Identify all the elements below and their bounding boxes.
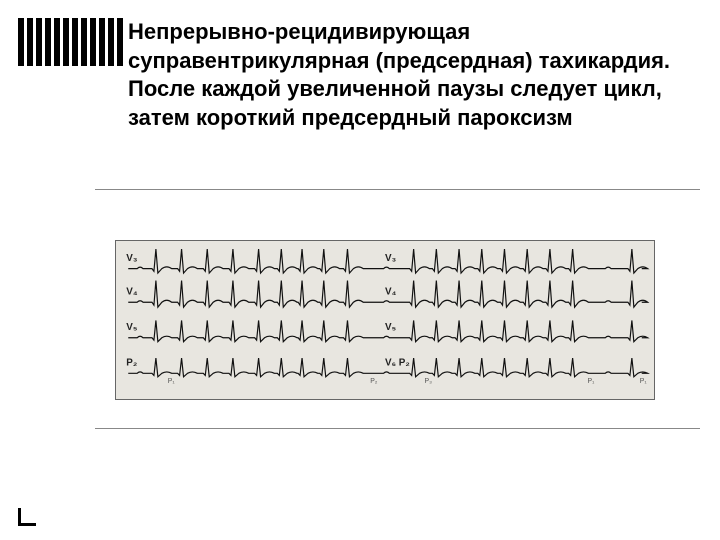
svg-text:V₄: V₄ [385,286,397,297]
svg-text:V₄: V₄ [126,286,138,297]
svg-text:V₅: V₅ [385,322,396,333]
svg-text:P₃: P₃ [425,378,433,385]
svg-text:V₅: V₅ [126,322,137,333]
svg-text:P₂: P₂ [370,378,378,385]
ecg-svg: V₃ V₃ V₄ V₄ V₅ V₅ P₂ V₆ P₂ P₁ P₂ P₃ P₁ P₁ [116,241,654,399]
barcode-decoration [18,18,123,66]
svg-text:V₃: V₃ [126,253,137,264]
corner-mark [18,508,36,526]
svg-text:P₁: P₁ [640,378,648,385]
svg-text:V₆ P₂: V₆ P₂ [385,357,410,368]
svg-text:P₂: P₂ [126,357,137,368]
slide-title: Непрерывно-рецидивирующая суправентрикул… [128,18,680,132]
svg-text:V₃: V₃ [385,253,396,264]
slide: Непрерывно-рецидивирующая суправентрикул… [0,0,720,540]
ecg-strip: V₃ V₃ V₄ V₄ V₅ V₅ P₂ V₆ P₂ P₁ P₂ P₃ P₁ P₁ [115,240,655,400]
rule-top [95,189,700,190]
svg-text:P₁: P₁ [168,378,176,385]
rule-bottom [95,428,700,429]
svg-text:P₁: P₁ [587,378,595,385]
